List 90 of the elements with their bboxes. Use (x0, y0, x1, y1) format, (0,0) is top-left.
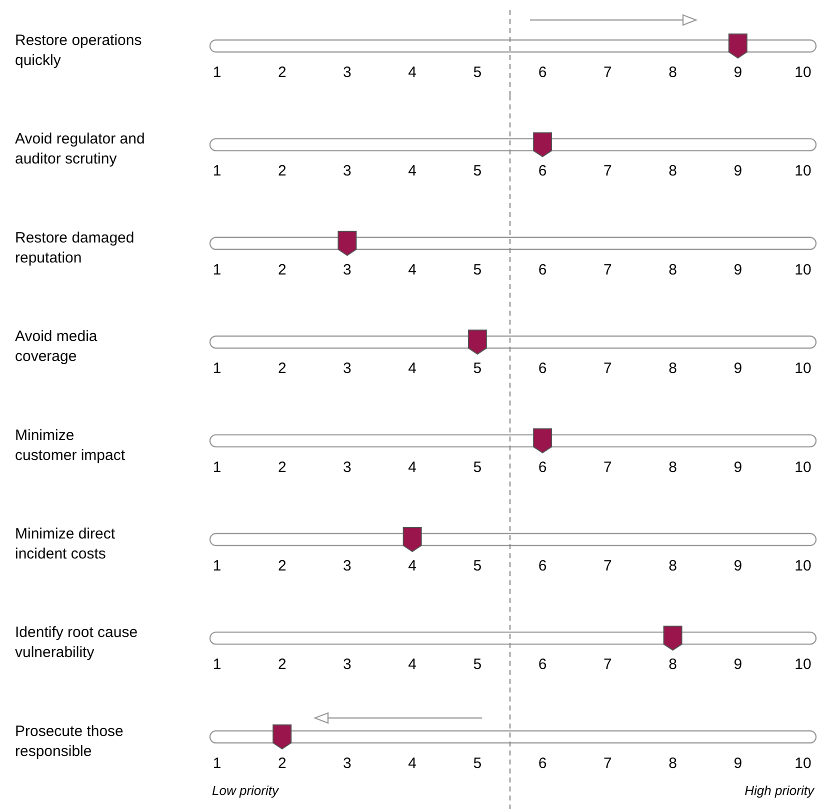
x-tick-label: 2 (278, 558, 286, 574)
x-tick-label: 1 (212, 458, 222, 476)
x-tick-label: 7 (603, 64, 612, 81)
x-tick-label: 3 (343, 162, 352, 180)
x-tick-label: 7 (603, 558, 612, 574)
x-tick-label: 3 (343, 458, 352, 476)
x-tick-label: 7 (603, 754, 612, 772)
x-tick-label: 9 (734, 261, 742, 278)
x-tick-label: 3 (343, 656, 352, 674)
x-tick-label: 6 (538, 458, 547, 476)
x-tick-label: 3 (343, 261, 352, 278)
x-tick-label: 3 (343, 754, 352, 772)
x-tick-label: 2 (278, 64, 286, 81)
y-tick-label: Identify root cause vulnerability (15, 624, 138, 662)
x-tick-label: 8 (668, 558, 677, 574)
x-tick-label: 3 (343, 558, 352, 574)
y-tick-label: Restore damaged reputation (15, 229, 134, 266)
x-tick-label: 5 (473, 558, 482, 574)
y-tick-label: Avoid regulator and auditor scrutiny (15, 130, 145, 168)
y-tick-label: Prosecute those responsible (15, 722, 124, 760)
x-tick-label: 5 (473, 656, 482, 674)
x-tick-label: 4 (408, 754, 417, 772)
x-tick-label: 1 (212, 656, 222, 674)
x-tick-label: 4 (408, 261, 417, 278)
x-tick-label: 10 (794, 162, 812, 180)
x-tick-label: 7 (603, 656, 612, 674)
x-tick-label: 1 (212, 64, 222, 81)
x-tick-label: 4 (408, 656, 417, 674)
x-tick-label: 2 (278, 754, 286, 772)
x-tick-label: 6 (538, 261, 547, 278)
annotation: Low priority (212, 782, 280, 798)
x-tick-label: 4 (408, 360, 417, 378)
x-tick-label: 8 (668, 64, 677, 81)
x-tick-label: 4 (408, 458, 417, 476)
x-tick-label: 9 (734, 360, 742, 378)
x-tick-label: 1 (212, 162, 222, 180)
x-tick-label: 7 (603, 458, 612, 476)
x-tick-label: 4 (408, 64, 417, 81)
x-tick-label: 9 (734, 64, 742, 81)
x-tick-label: 4 (408, 162, 417, 180)
x-tick-label: 3 (343, 360, 352, 378)
x-tick-label: 2 (278, 360, 286, 378)
x-tick-label: 6 (538, 754, 547, 772)
x-tick-label: 8 (668, 162, 677, 180)
x-tick-label: 10 (794, 656, 812, 674)
x-tick-label: 5 (473, 64, 482, 81)
x-tick-label: 10 (794, 261, 812, 278)
x-tick-label: 1 (212, 261, 222, 278)
y-tick-label: Restore operations quickly (15, 32, 142, 69)
x-tick-label: 10 (794, 64, 812, 81)
x-tick-label: 10 (794, 754, 812, 772)
x-tick-label: 6 (538, 64, 547, 81)
x-tick-label: 10 (794, 458, 812, 476)
x-tick-label: 9 (734, 162, 742, 180)
x-tick-label: 5 (473, 360, 482, 378)
annotation: High priority (744, 782, 816, 798)
x-tick-label: 1 (212, 360, 222, 378)
x-tick-label: 6 (538, 558, 547, 574)
x-tick-label: 8 (668, 261, 677, 278)
x-tick-label: 8 (668, 656, 677, 674)
x-tick-label: 9 (734, 656, 742, 674)
x-tick-label: 6 (538, 360, 547, 378)
x-tick-label: 7 (603, 360, 612, 378)
x-tick-label: 8 (668, 360, 677, 378)
y-tick-label: Minimize direct incident costs (15, 526, 116, 562)
x-tick-label: 5 (473, 162, 482, 180)
x-tick-label: 1 (212, 558, 222, 574)
x-tick-label: 10 (794, 360, 812, 378)
x-tick-label: 5 (473, 261, 482, 278)
x-tick-label: 6 (538, 656, 547, 674)
x-tick-label: 8 (668, 458, 677, 476)
x-tick-label: 2 (278, 261, 286, 278)
x-tick-label: 2 (278, 458, 286, 476)
x-tick-label: 8 (668, 754, 677, 772)
x-tick-label: 5 (473, 458, 482, 476)
x-tick-label: 1 (212, 754, 222, 772)
x-tick-label: 7 (603, 261, 612, 278)
y-tick-label: Avoid media coverage (15, 328, 98, 366)
x-tick-label: 6 (538, 162, 547, 180)
x-tick-label: 3 (343, 64, 352, 81)
x-tick-label: 9 (734, 458, 742, 476)
x-tick-label: 2 (278, 162, 286, 180)
x-tick-label: 9 (734, 558, 742, 574)
x-tick-label: 10 (794, 558, 812, 574)
x-tick-label: 2 (278, 656, 286, 674)
x-tick-label: 4 (408, 558, 417, 574)
x-tick-label: 9 (734, 754, 742, 772)
x-tick-label: 7 (603, 162, 612, 180)
x-tick-label: 5 (473, 754, 482, 772)
y-tick-label: Minimize customer impact (15, 426, 126, 464)
